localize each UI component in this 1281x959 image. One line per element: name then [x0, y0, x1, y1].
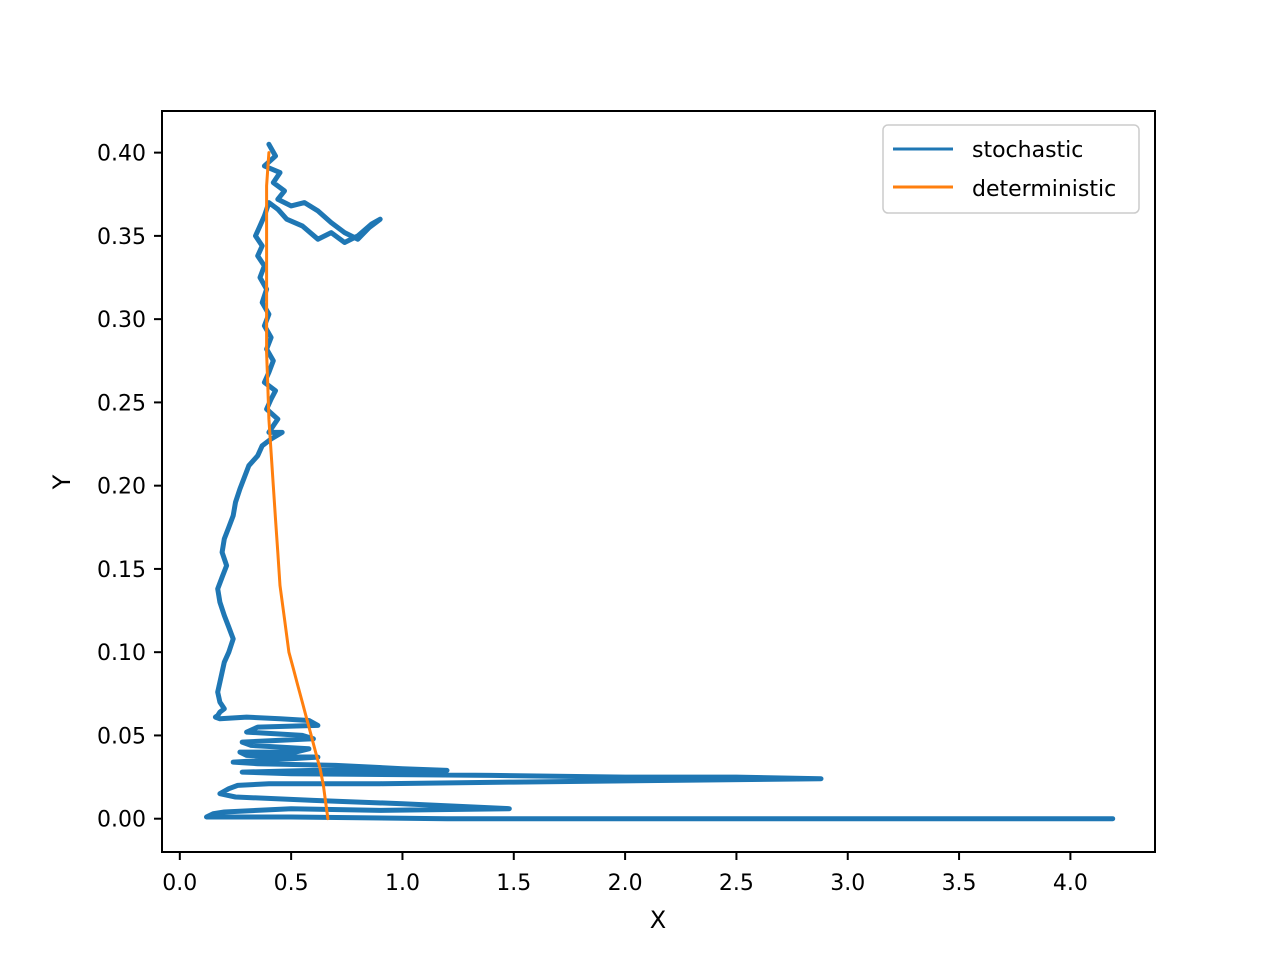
x-tick-label: 4.0: [1053, 871, 1088, 896]
y-tick-label: 0.40: [97, 142, 146, 167]
x-tick-label: 2.5: [719, 871, 754, 896]
y-tick-label: 0.30: [97, 308, 146, 333]
y-axis: 0.00 0.05 0.10 0.15 0.20 0.25 0.30 0.35 0.40: [97, 142, 162, 833]
x-tick-label: 0.0: [162, 871, 197, 896]
y-axis-label: Y: [48, 474, 76, 490]
x-tick-label: 2.0: [608, 871, 643, 896]
y-tick-label: 0.20: [97, 475, 146, 500]
y-tick-label: 0.10: [97, 641, 146, 666]
plot-lines: [204, 141, 1116, 822]
x-tick-label: 3.5: [942, 871, 977, 896]
x-axis: 0.0 0.5 1.0 1.5 2.0 2.5 3.0 3.5 4.0: [162, 852, 1088, 896]
y-tick-label: 0.05: [97, 724, 146, 749]
plot-frame: [161, 110, 1156, 853]
y-tick-label: 0.25: [97, 391, 146, 416]
legend-label-deterministic: deterministic: [972, 177, 1116, 202]
legend: stochastic deterministic: [882, 124, 1140, 214]
legend-box: [882, 124, 1140, 214]
y-tick-label: 0.15: [97, 558, 146, 583]
series-line-stochastic: [204, 141, 1116, 822]
x-tick-label: 0.5: [274, 871, 309, 896]
y-tick-label: 0.00: [97, 808, 146, 833]
x-axis-label: X: [650, 906, 666, 934]
x-tick-label: 3.0: [830, 871, 865, 896]
x-tick-label: 1.0: [385, 871, 420, 896]
series-line-deterministic: [265, 151, 330, 821]
legend-label-stochastic: stochastic: [972, 138, 1083, 163]
y-tick-label: 0.35: [97, 225, 146, 250]
x-tick-label: 1.5: [496, 871, 531, 896]
